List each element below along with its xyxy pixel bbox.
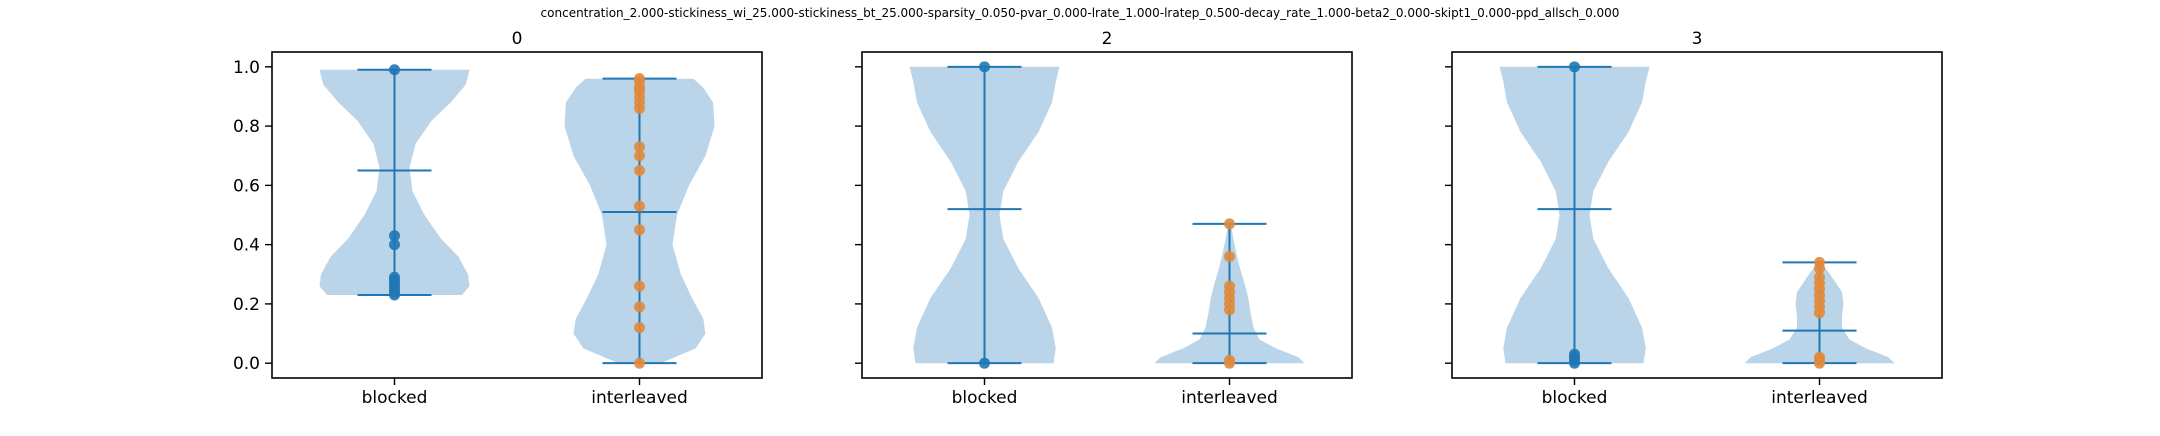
data-point — [389, 230, 400, 242]
data-point — [1814, 357, 1825, 369]
x-tick-label: blocked — [362, 388, 428, 408]
data-point — [634, 141, 645, 153]
data-point — [1569, 61, 1580, 73]
axes-frame — [271, 51, 763, 379]
data-point — [1569, 357, 1580, 369]
figure-suptitle: concentration_2.000-stickiness_wi_25.000… — [540, 6, 1620, 20]
data-point — [634, 301, 645, 313]
data-point — [634, 102, 645, 114]
data-point — [389, 289, 400, 301]
data-point — [389, 239, 400, 251]
panel-title: 0 — [512, 29, 523, 49]
data-point — [634, 200, 645, 212]
data-point — [634, 322, 645, 334]
data-point — [1814, 262, 1825, 274]
data-point — [634, 150, 645, 162]
y-tick-label: 1.0 — [233, 58, 260, 78]
x-tick-label: interleaved — [591, 388, 688, 408]
data-point — [634, 357, 645, 369]
data-point — [634, 165, 645, 177]
data-point — [1224, 357, 1235, 369]
y-tick-label: 0.6 — [233, 176, 260, 196]
data-point — [979, 61, 990, 73]
panel-title: 3 — [1692, 29, 1703, 49]
panel-title: 2 — [1102, 29, 1113, 49]
x-tick-label: interleaved — [1181, 388, 1278, 408]
axes-frame — [861, 51, 1353, 379]
data-point — [1224, 304, 1235, 316]
y-tick-label: 0.4 — [233, 236, 260, 256]
data-point — [1224, 218, 1235, 230]
y-tick-label: 0.8 — [233, 117, 260, 137]
x-tick-label: blocked — [952, 388, 1018, 408]
data-point — [1224, 250, 1235, 262]
x-tick-label: blocked — [1542, 388, 1608, 408]
y-tick-label: 0.2 — [233, 295, 260, 315]
data-point — [634, 224, 645, 236]
data-point — [634, 280, 645, 292]
axes-frame — [1451, 51, 1943, 379]
data-point — [389, 64, 400, 76]
data-point — [979, 357, 990, 369]
data-point — [1814, 307, 1825, 319]
x-tick-label: interleaved — [1771, 388, 1868, 408]
y-tick-label: 0.0 — [233, 354, 260, 374]
